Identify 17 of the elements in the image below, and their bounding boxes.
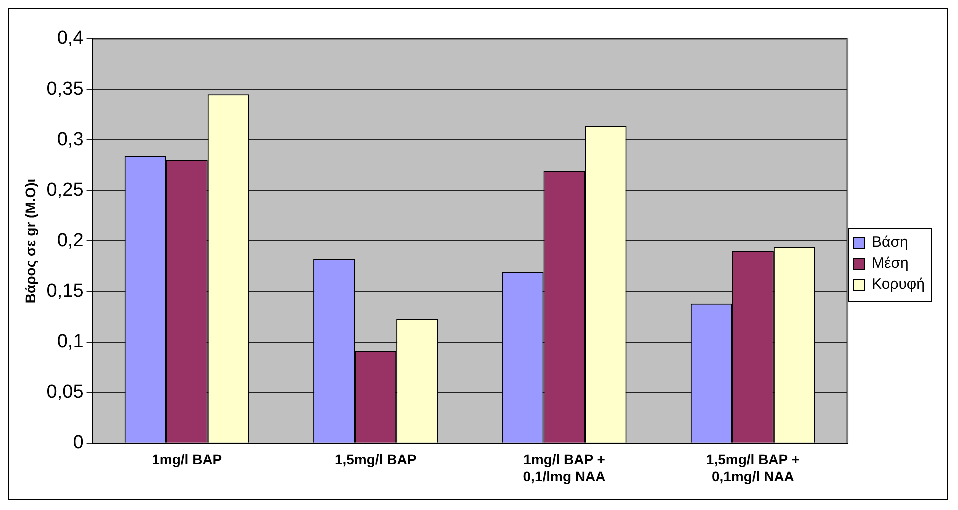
legend-label: Κορυφή xyxy=(872,276,925,294)
x-tick-label: 1mg/l BAP xyxy=(152,452,222,468)
x-tick-label: 1,5mg/l BAP xyxy=(334,452,417,468)
y-tick-label: 0,05 xyxy=(46,382,84,404)
y-tick-label: 0,1 xyxy=(57,332,84,353)
y-tick-label: 0,25 xyxy=(46,180,84,201)
y-axis-title: Βάρος σε gr (Μ.Ο)ι xyxy=(22,178,38,304)
x-tick-label: 1,5mg/l BAP + 0,1mg/l NAA xyxy=(706,452,800,484)
y-tick-label: 0,15 xyxy=(46,280,84,302)
legend-label: Βάση xyxy=(872,234,908,252)
y-tick-label: 0,35 xyxy=(46,78,84,100)
legend-label: Μέση xyxy=(872,255,909,272)
y-tick-label: 0,3 xyxy=(57,129,84,150)
y-tick-label: 0 xyxy=(73,432,84,454)
y-tick-label: 0,4 xyxy=(57,28,84,50)
x-tick-label: 1mg/l BAP + 0,1/lmg NAA xyxy=(523,452,606,484)
y-tick-label: 0,2 xyxy=(57,230,84,252)
